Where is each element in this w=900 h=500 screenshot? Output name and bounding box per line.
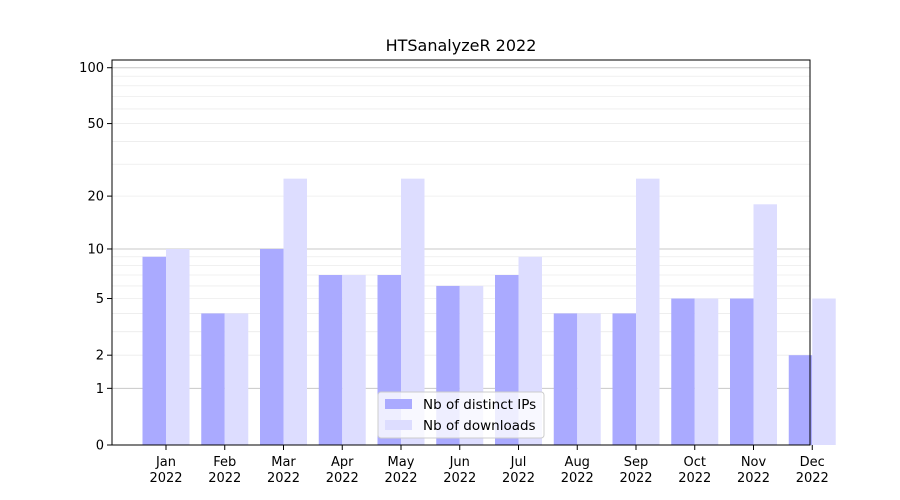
bar-downloads — [753, 204, 777, 445]
y-tick-label: 0 — [96, 439, 104, 454]
bar-downloads — [577, 313, 601, 445]
y-axis: 0 1 2 5 10 20 50 100 — [79, 61, 112, 454]
chart-title: HTSanalyzeR 2022 — [386, 36, 537, 55]
y-tick-label: 50 — [87, 117, 104, 132]
legend-swatch — [385, 420, 412, 430]
x-tick-label-year: 2022 — [326, 471, 359, 486]
plot-frame — [111, 59, 811, 446]
x-tick-label-year: 2022 — [384, 471, 417, 486]
bar-downloads — [166, 248, 190, 445]
y-tick-label: 10 — [87, 242, 104, 257]
x-tick-label-year: 2022 — [737, 471, 770, 486]
legend-label: Nb of distinct IPs — [423, 397, 536, 413]
x-axis: Jan2022Feb2022Mar2022Apr2022May2022Jun20… — [149, 445, 829, 486]
x-tick-label-month: Apr — [331, 455, 354, 470]
y-tick-label: 20 — [87, 190, 104, 205]
x-tick-label-month: Nov — [741, 455, 767, 470]
legend-box — [377, 391, 545, 439]
legend: Nb of distinct IPs Nb of downloads — [377, 391, 545, 439]
x-tick-label-year: 2022 — [561, 471, 594, 486]
x-tick-label-month: May — [388, 455, 415, 470]
y-tick-label: 2 — [96, 349, 104, 364]
bar-distinct-ips — [612, 313, 636, 445]
y-tick-label: 5 — [96, 292, 104, 307]
bar-distinct-ips — [318, 275, 343, 445]
bar-downloads — [694, 298, 719, 445]
x-tick-label-month: Dec — [800, 455, 825, 470]
bar-downloads — [342, 275, 366, 445]
bar-distinct-ips — [201, 313, 225, 445]
x-tick-label-year: 2022 — [208, 471, 241, 486]
y-tick-label: 1 — [96, 382, 104, 397]
bar-downloads — [812, 298, 836, 445]
bar-distinct-ips — [260, 248, 284, 445]
x-tick-label-month: Jun — [449, 455, 470, 470]
legend-label: Nb of downloads — [423, 418, 536, 434]
x-tick-label-year: 2022 — [619, 471, 652, 486]
x-tick-label-year: 2022 — [267, 471, 300, 486]
bar-downloads — [283, 178, 307, 445]
bar-downloads — [224, 313, 249, 445]
bar-distinct-ips — [553, 313, 578, 445]
x-tick-label-month: Jul — [510, 455, 527, 470]
x-tick-label-year: 2022 — [502, 471, 535, 486]
bar-downloads — [636, 178, 660, 445]
legend-swatch — [385, 399, 412, 409]
x-tick-label-year: 2022 — [678, 471, 711, 486]
x-tick-label-month: Feb — [213, 455, 236, 470]
x-tick-label-month: Mar — [271, 455, 296, 470]
x-tick-label-year: 2022 — [796, 471, 829, 486]
bar-distinct-ips — [142, 256, 166, 445]
y-tick-label: 100 — [79, 61, 104, 76]
x-tick-label-year: 2022 — [149, 471, 182, 486]
x-tick-label-month: Aug — [565, 455, 590, 470]
bar-distinct-ips — [730, 298, 754, 445]
bar-distinct-ips — [788, 355, 813, 445]
x-tick-label-year: 2022 — [443, 471, 476, 486]
x-tick-label-month: Oct — [684, 455, 706, 470]
bar-downloads — [401, 178, 425, 445]
x-tick-label-month: Sep — [624, 455, 649, 470]
x-tick-label-month: Jan — [155, 455, 176, 470]
bar-distinct-ips — [671, 298, 695, 445]
